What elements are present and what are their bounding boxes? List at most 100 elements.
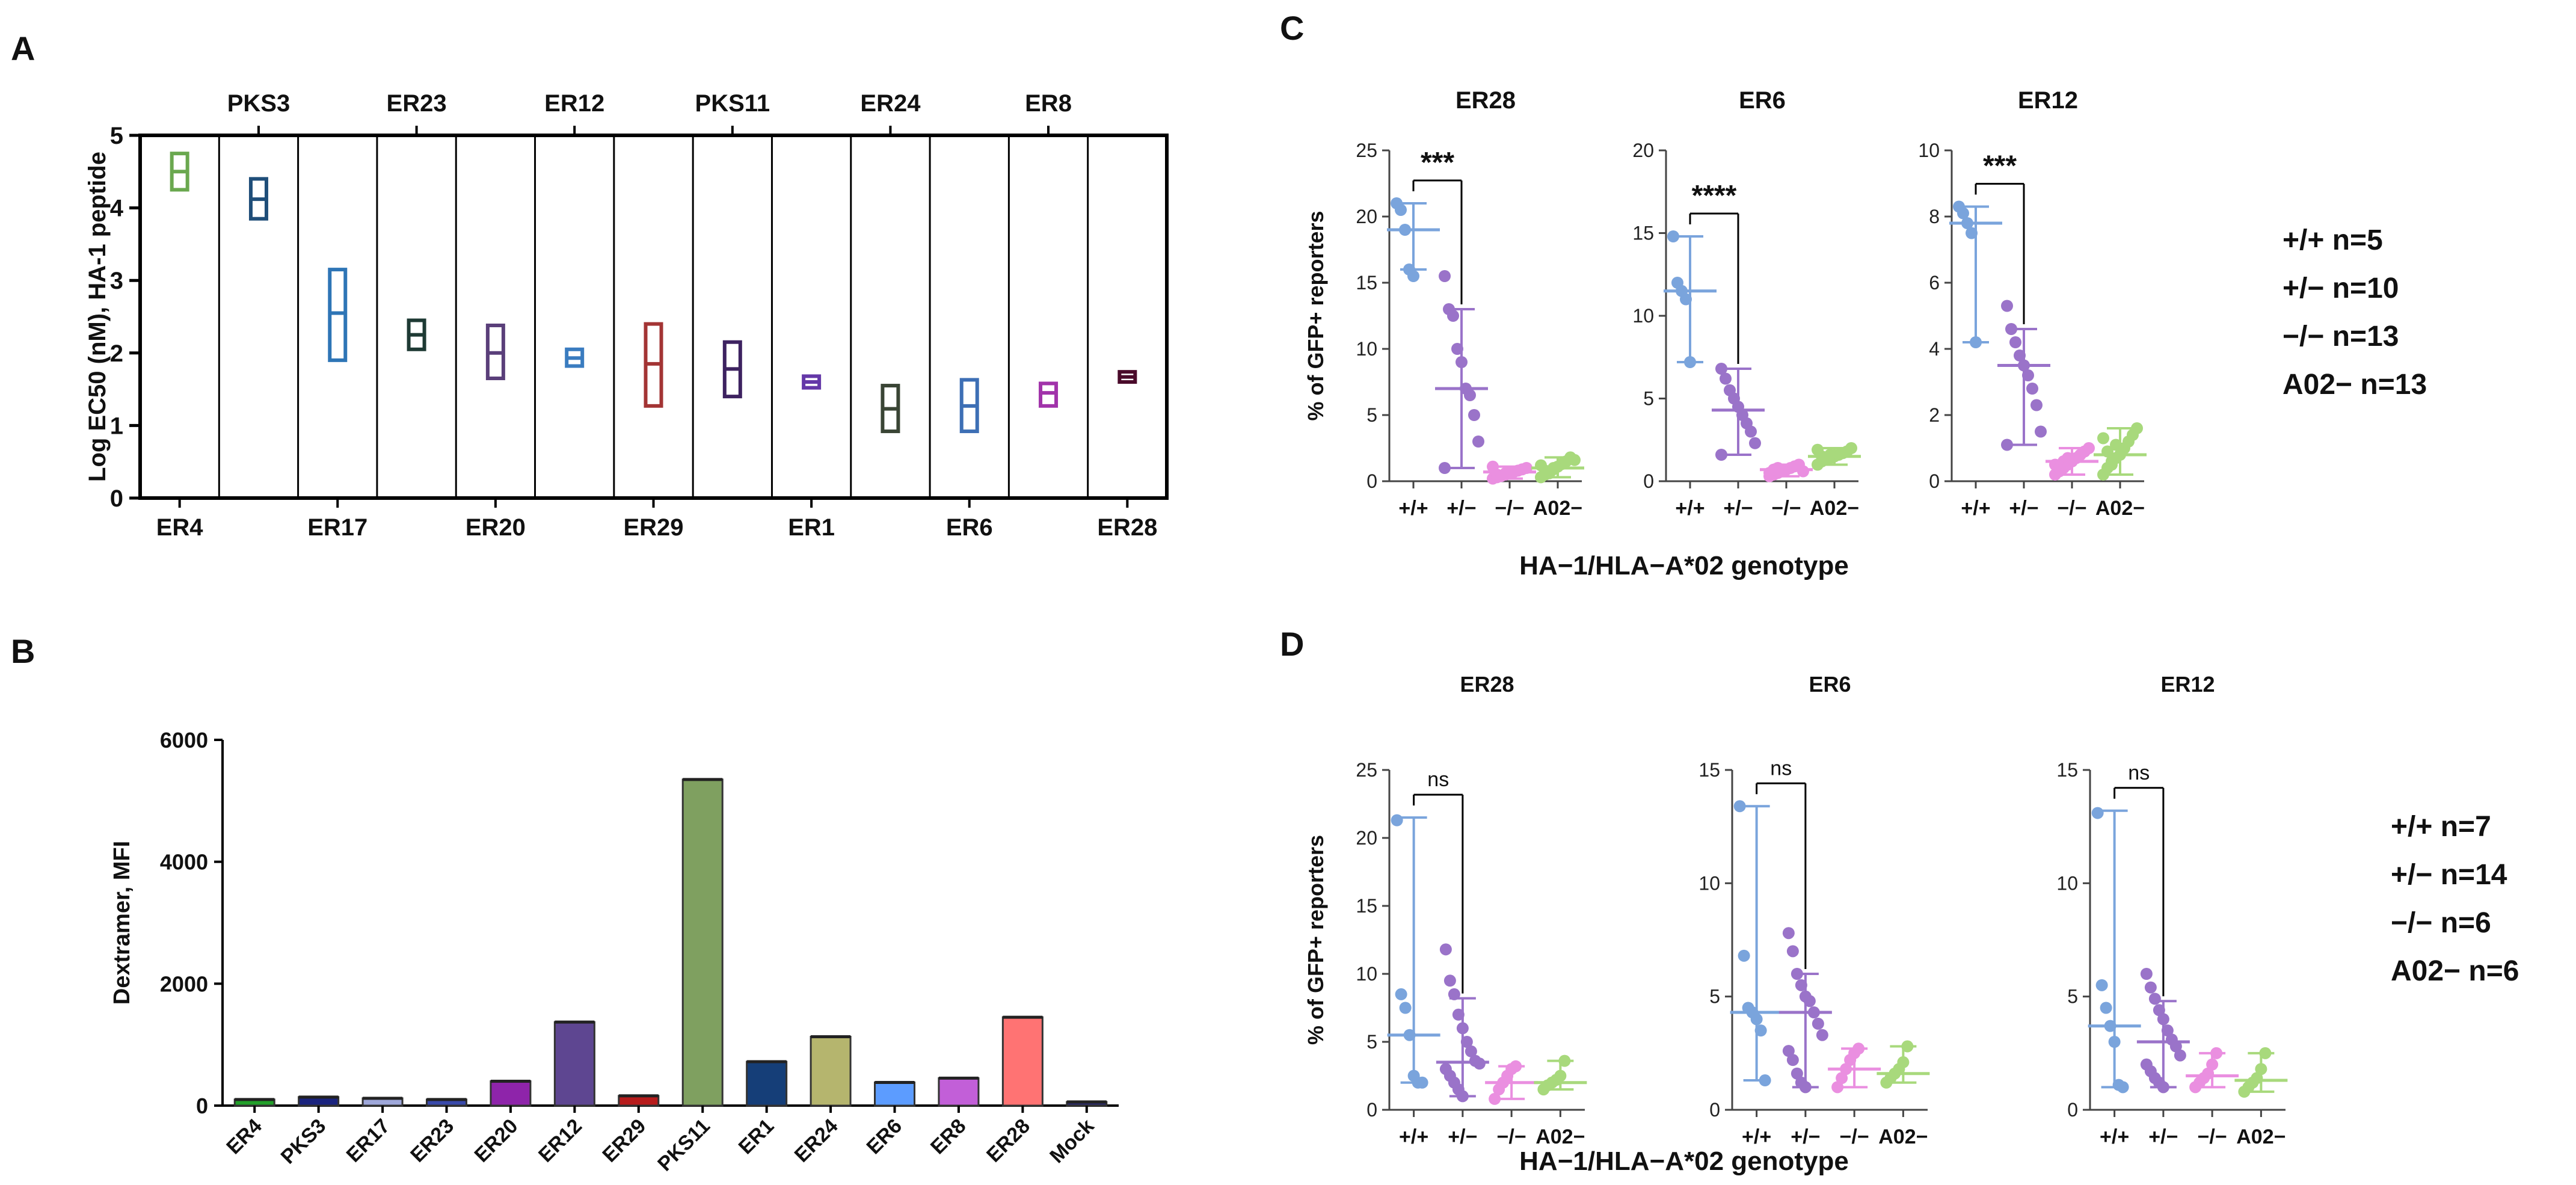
panel-c-er28-y-tick-label: 25: [1356, 140, 1377, 161]
panel-c-er28-a02neg-point: [1569, 454, 1581, 466]
panel-d-er28-pos-neg-point: [1456, 1022, 1469, 1035]
panel-d-er12-pos-neg-point: [2148, 993, 2161, 1005]
panel-c-er6-pos-neg-point: [1745, 425, 1757, 438]
panel-c-er6-pos-neg-point: [1715, 449, 1727, 461]
panel-a-box-er17: [328, 268, 348, 362]
panel-b-y-tick-label: 0: [196, 1094, 208, 1118]
panel-a-category-label-er24: ER24: [860, 90, 921, 117]
panel-d-er12-pos-neg-point: [2174, 1049, 2186, 1062]
panel-d-legend-item-1: +/− n=14: [2391, 859, 2507, 891]
panel-d-er6-pos-pos-point: [1733, 800, 1746, 813]
panel-b-y-tick-label: 4000: [160, 850, 208, 875]
panel-d-er6-pos-pos-point: [1738, 949, 1750, 962]
panel-d-er28-y-tick-label: 10: [1356, 963, 1377, 985]
panel-d-er28-pos-pos-point: [1395, 988, 1407, 1000]
panel-b-y-axis-title: Dextramer, MFI: [109, 841, 135, 1005]
panel-b-bar-er28: [1001, 1016, 1044, 1107]
panel-c-er6-pos-pos-point: [1680, 293, 1692, 306]
panel-c-er12-y-tick-label: 0: [1929, 470, 1940, 492]
panel-d-er28-a02neg-point: [1554, 1070, 1567, 1082]
panel-c-er28-group-label-pos-neg: +/−: [1446, 497, 1476, 520]
panel-d-er12-a02neg-point: [2251, 1072, 2263, 1085]
panel-b-category-label-er28: ER28: [982, 1115, 1034, 1167]
panel-d-er28-pos-neg-point: [1452, 1008, 1465, 1021]
panel-c-er28-pos-pos-point: [1407, 270, 1419, 282]
panel-c-er12-y-tick-label: 6: [1929, 272, 1940, 294]
panel-c-er6-y-tick-label: 15: [1632, 223, 1654, 244]
panel-d-er28-pos-pos-point: [1403, 1029, 1416, 1041]
panel-d-er12-title: ER12: [2160, 672, 2215, 697]
panel-c-er6-group-label-a02neg: A02−: [1810, 497, 1859, 520]
panel-d-er12-y-tick-label: 15: [2056, 759, 2078, 781]
panel-d-er6-y-tick-label: 10: [1698, 872, 1720, 894]
panel-a-y-axis-title: Log EC50 (nM), HA-1 peptide: [84, 152, 111, 482]
panel-a-category-label-er8: ER8: [1025, 90, 1072, 117]
panel-a-category-label-pks11: PKS11: [695, 90, 770, 117]
panel-c-er6-pos-neg-point: [1749, 437, 1761, 449]
panel-b-bar-er12: [553, 1021, 595, 1107]
panel-d-er6-neg-neg-point: [1836, 1072, 1848, 1085]
panel-d-er6-y-tick-label: 15: [1698, 759, 1720, 781]
panel-b-category-label-er24: ER24: [790, 1115, 843, 1167]
panel-d-er12-pos-pos-point: [2091, 807, 2104, 819]
panel-c-er12-pos-neg-point: [2014, 349, 2026, 362]
panel-d-er12-pos-pos-point: [2095, 979, 2108, 991]
panel-d-er28-title: ER28: [1460, 672, 1514, 697]
panel-b-bar-er1: [746, 1060, 788, 1107]
panel-c-er28-pos-neg-point: [1439, 270, 1451, 282]
panel-d-gfp-scatter: ER28 0 5 10 15 20 25 +/+ +/− −/− A02− ns ER6 0 5 10 15 +/…: [1303, 672, 2519, 1176]
panel-c-er12-pos-pos-point: [1957, 207, 1969, 220]
panel-d-er12-group-label-pos-pos: +/+: [2100, 1125, 2129, 1148]
panel-c-er12-group-label-a02neg: A02−: [2095, 497, 2145, 520]
panel-a-y-tick-label: 2: [110, 340, 123, 367]
panel-c-er28-a02neg-point: [1548, 462, 1560, 474]
panel-b-category-label-er29: ER29: [598, 1115, 650, 1167]
panel-a-category-label-er28: ER28: [1097, 514, 1157, 541]
panel-c-er12-pos-pos-point: [1961, 217, 1973, 229]
panel-c-er12-a02neg-point: [2097, 432, 2109, 445]
panel-d-er6-a02neg-point: [1897, 1056, 1910, 1068]
panel-d-er12-pos-pos-point: [2108, 1036, 2121, 1048]
panel-b-category-label-er20: ER20: [470, 1115, 523, 1167]
panel-d-er12-pos-pos-point: [2104, 1020, 2116, 1032]
panel-d-er6-a02neg-point: [1901, 1040, 1914, 1053]
panel-b-category-label-er12: ER12: [534, 1115, 586, 1167]
panel-a-category-label-er1: ER1: [788, 514, 835, 541]
panel-d-er28-group-label-neg-neg: −/−: [1497, 1125, 1526, 1148]
panel-c-er6-y-tick-label: 20: [1632, 140, 1654, 161]
panel-d-er28-pos-neg-point: [1443, 974, 1456, 987]
panel-a-y-tick-label: 3: [110, 268, 123, 294]
panel-d-er6-pos-neg-point: [1803, 995, 1816, 1008]
panel-c-er12-significance-label: ***: [1983, 150, 2017, 182]
panel-d-er12-pos-neg-point: [2157, 1081, 2169, 1094]
panel-d-legend-item-2: −/− n=6: [2391, 907, 2491, 939]
panel-c-er12-a02neg-point: [2110, 439, 2122, 451]
panel-c-er28-pos-neg-point: [1464, 389, 1476, 401]
panel-c-er28-pos-neg-point: [1451, 343, 1463, 355]
panel-c-er6-significance-label: ****: [1692, 180, 1737, 212]
panel-c-er6-neg-neg-point: [1797, 465, 1809, 478]
panel-c-legend-item-3: A02− n=13: [2282, 369, 2427, 401]
panel-d-er6-pos-pos-point: [1750, 1013, 1763, 1026]
panel-c-er12-pos-neg-point: [2001, 439, 2013, 451]
panel-d-er28-pos-neg-point: [1456, 1090, 1469, 1103]
panel-b-bar-er20: [490, 1080, 532, 1107]
panel-c-er12-y-tick-label: 8: [1929, 206, 1940, 227]
panel-c-er6-neg-neg-point: [1776, 465, 1788, 478]
panel-c-er6-pos-pos-point: [1684, 356, 1696, 368]
panel-d-er28-neg-neg-point: [1489, 1092, 1501, 1105]
panel-d-er6-significance-label: ns: [1770, 757, 1792, 780]
panel-d-er12-group-label-a02neg: A02−: [2236, 1125, 2286, 1148]
panel-a-y-tick-label: 5: [110, 123, 123, 149]
panel-a-y-tick-label: 1: [110, 413, 123, 439]
panel-d-er6-group-label-pos-pos: +/+: [1742, 1125, 1771, 1148]
panel-c-er12-title: ER12: [2018, 87, 2078, 114]
panel-d-er6-pos-neg-point: [1791, 1067, 1803, 1080]
panel-label-a: A: [11, 29, 35, 67]
panel-b-category-label-er1: ER1: [734, 1115, 779, 1159]
panel-d-er6-neg-neg-point: [1852, 1042, 1865, 1055]
panel-a-category-label-er20: ER20: [466, 514, 526, 541]
panel-c-er12-pos-pos-point: [1966, 227, 1978, 239]
panel-d-er12-pos-neg-point: [2157, 1013, 2169, 1026]
